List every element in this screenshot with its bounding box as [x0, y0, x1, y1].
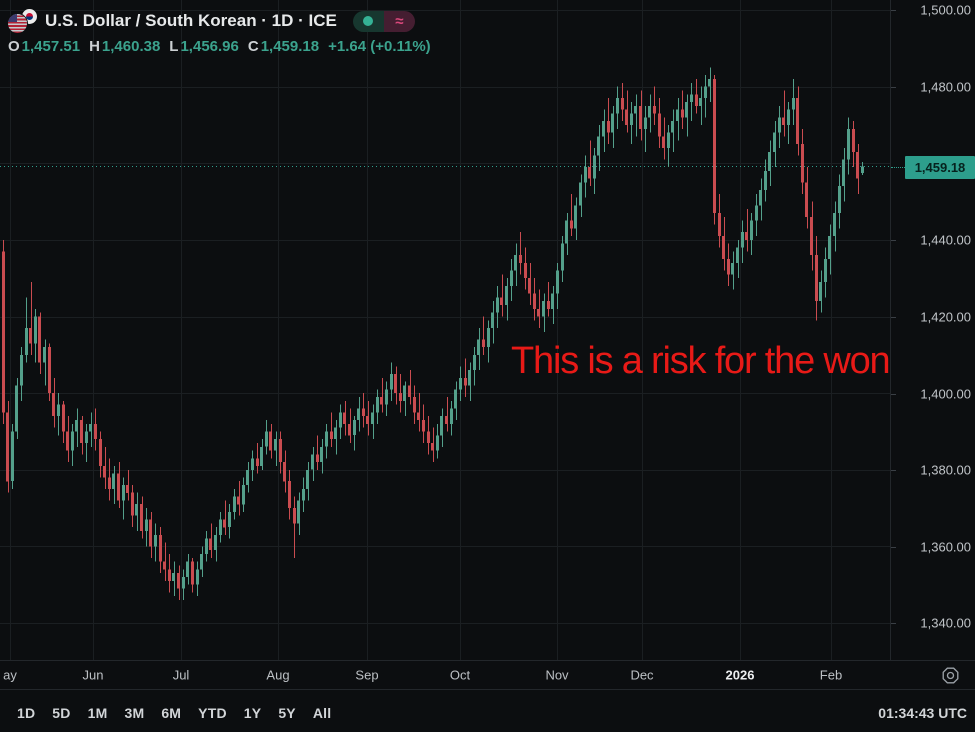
- symbol-title[interactable]: U.S. Dollar / South Korean · 1D · ICE: [45, 11, 337, 30]
- price-axis-tick: [891, 547, 896, 548]
- time-axis-label: Oct: [449, 667, 471, 683]
- time-axis-label: Sep: [355, 667, 379, 683]
- date-range-buttons: 1D 5D 1M 3M 6M YTD 1Y 5Y All: [17, 705, 331, 721]
- range-1y[interactable]: 1Y: [243, 705, 262, 721]
- price-axis-tick: [891, 87, 896, 88]
- price-axis-tick: [891, 317, 896, 318]
- time-axis-label: ay: [3, 667, 17, 683]
- price-axis-label: 1,340.00: [920, 615, 971, 631]
- price-axis-tick: [891, 470, 896, 471]
- market-open-dot: [363, 16, 374, 26]
- price-axis-label: 1,440.00: [920, 232, 971, 248]
- ohlc-row: O 1,457.51 H 1,460.38 L 1,456.96 C 1,459…: [8, 38, 431, 55]
- low-label: L: [169, 38, 179, 55]
- price-axis-label: 1,380.00: [920, 462, 971, 478]
- range-5d[interactable]: 5D: [52, 705, 71, 721]
- market-open-indicator[interactable]: [352, 10, 384, 32]
- price-axis-label: 1,500.00: [920, 2, 971, 18]
- price-axis-tick: [891, 240, 896, 241]
- chart-pane[interactable]: [0, 0, 890, 660]
- legend: U.S. Dollar / South Korean · 1D · ICE ≈ …: [8, 8, 431, 55]
- time-axis-label: 2026: [725, 667, 755, 683]
- usd-krw-flag-icon: [8, 8, 40, 34]
- range-ytd[interactable]: YTD: [198, 705, 227, 721]
- chart-text-annotation[interactable]: This is a risk for the won: [511, 340, 891, 382]
- price-change: +1.64 (+0.11%): [328, 38, 431, 55]
- delayed-data-icon[interactable]: ≈: [383, 10, 415, 32]
- bottom-toolbar: 1D 5D 1M 3M 6M YTD 1Y 5Y All 01:34:43 UT…: [0, 689, 975, 732]
- price-axis-label: 1,420.00: [920, 309, 971, 325]
- range-1m[interactable]: 1M: [87, 705, 108, 721]
- time-axis-label: Aug: [266, 667, 290, 683]
- time-axis-label: Jul: [172, 667, 190, 683]
- last-price-badge: 1,459.18: [905, 156, 975, 179]
- range-1d[interactable]: 1D: [17, 705, 36, 721]
- candlestick-chart[interactable]: [0, 0, 890, 660]
- open-value: 1,457.51: [21, 38, 81, 55]
- time-axis-label: Feb: [819, 667, 843, 683]
- price-axis-tick: [891, 10, 896, 11]
- high-label: H: [89, 38, 100, 55]
- close-label: C: [247, 38, 259, 55]
- price-axis-label: 1,360.00: [920, 539, 971, 555]
- range-3m[interactable]: 3M: [124, 705, 145, 721]
- settings-icon[interactable]: [941, 666, 960, 685]
- close-value: 1,459.18: [260, 38, 320, 55]
- last-price-line-stub: [891, 167, 907, 168]
- price-axis-label: 1,400.00: [920, 386, 971, 402]
- high-value: 1,460.38: [101, 38, 161, 55]
- price-axis-label: 1,480.00: [920, 79, 971, 95]
- us-flag-icon: [8, 13, 27, 33]
- time-axis[interactable]: ay Jun Jul Aug Sep Oct Nov Dec 2026 Feb: [0, 660, 975, 689]
- time-axis-label: Jun: [82, 667, 104, 683]
- price-axis-tick: [891, 623, 896, 624]
- clock-utc[interactable]: 01:34:43 UTC: [878, 705, 967, 721]
- range-5y[interactable]: 5Y: [278, 705, 296, 721]
- open-label: O: [8, 38, 20, 55]
- price-axis[interactable]: 1,459.18 1,500.00 1,480.00 1,440.00 1,420.0…: [890, 0, 975, 660]
- time-axis-label: Nov: [545, 667, 569, 683]
- time-axis-label: Dec: [630, 667, 654, 683]
- price-axis-tick: [891, 394, 896, 395]
- market-status-toggle[interactable]: ≈: [352, 10, 415, 32]
- range-6m[interactable]: 6M: [161, 705, 182, 721]
- range-all[interactable]: All: [312, 705, 332, 721]
- low-value: 1,456.96: [180, 38, 239, 55]
